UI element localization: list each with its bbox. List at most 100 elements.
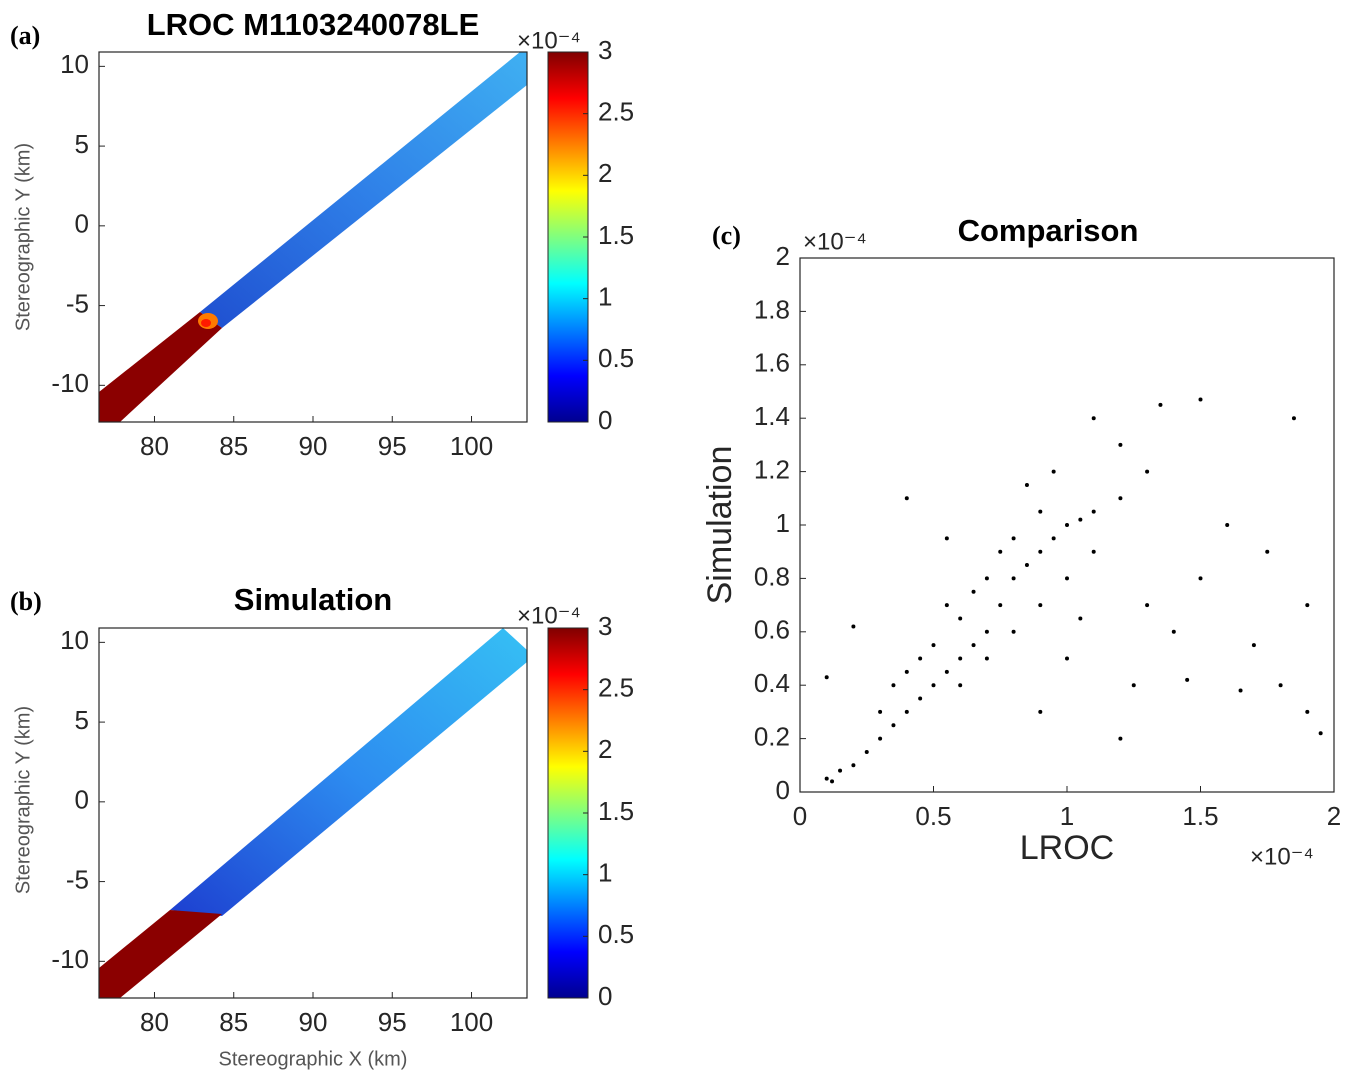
- point: [904, 669, 909, 674]
- point: [1278, 683, 1283, 688]
- colorbar-tick-label: 2: [598, 158, 612, 188]
- point: [944, 536, 949, 541]
- chart-title: LROC M1103240078LE: [147, 7, 480, 42]
- point: [1011, 629, 1016, 634]
- y-axis-label: Stereographic Y (km): [12, 143, 34, 331]
- y-tick-label: 10: [60, 625, 89, 655]
- point: [1091, 416, 1096, 421]
- y-tick-label: 0.6: [754, 615, 790, 645]
- colorbar-tick-label: 2.5: [598, 673, 634, 703]
- x-tick-label: 95: [378, 431, 407, 461]
- x-tick-label: 0: [793, 801, 807, 831]
- point: [1038, 603, 1043, 608]
- point: [1051, 536, 1056, 541]
- point: [1118, 496, 1123, 501]
- point: [904, 496, 909, 501]
- x-tick-label: 90: [299, 1007, 328, 1037]
- y-tick-label: 1.2: [754, 454, 790, 484]
- colorbar-tick-label: 3: [598, 35, 612, 65]
- x-tick-label: 80: [140, 1007, 169, 1037]
- point: [1091, 549, 1096, 554]
- point: [1305, 603, 1310, 608]
- x-tick-label: 85: [219, 431, 248, 461]
- x-tick-label: 90: [299, 431, 328, 461]
- y-tick-label: 10: [60, 49, 89, 79]
- image-strip: [99, 910, 222, 998]
- x-tick-label: 0.5: [915, 801, 951, 831]
- colorbar: [548, 628, 588, 998]
- panel-label: (c): [712, 221, 741, 250]
- y-tick-label: 5: [75, 129, 89, 159]
- colorbar-tick-label: 1: [598, 858, 612, 888]
- x-tick-label: 1.5: [1182, 801, 1218, 831]
- y-axis-label: Simulation: [701, 446, 739, 605]
- x-tick-label: 1: [1060, 801, 1074, 831]
- point: [998, 549, 1003, 554]
- colorbar-tick-label: 1.5: [598, 796, 634, 826]
- y-tick-label: 1: [776, 508, 790, 538]
- point: [824, 675, 829, 680]
- y-tick-label: 0: [776, 775, 790, 805]
- point: [891, 683, 896, 688]
- point: [1118, 736, 1123, 741]
- x-tick-label: 100: [450, 1007, 493, 1037]
- point: [878, 709, 883, 714]
- point: [864, 749, 869, 754]
- point: [1038, 509, 1043, 514]
- y-exponent: ×10⁻⁴: [803, 228, 867, 255]
- panel-label: (a): [10, 21, 40, 50]
- point: [1318, 731, 1323, 736]
- panel-a-image: [99, 52, 588, 422]
- point: [931, 643, 936, 648]
- x-axis-label: Stereographic X (km): [219, 1048, 408, 1070]
- point: [1118, 442, 1123, 447]
- point: [931, 683, 936, 688]
- point: [958, 616, 963, 621]
- point: [851, 624, 856, 629]
- colorbar-tick-label: 2.5: [598, 97, 634, 127]
- colorbar-tick-label: 1.5: [598, 220, 634, 250]
- point: [1185, 677, 1190, 682]
- point: [971, 589, 976, 594]
- y-tick-label: -5: [66, 288, 89, 318]
- image-strip: [200, 52, 527, 328]
- y-tick-label: 1.8: [754, 294, 790, 324]
- image-strip: [99, 312, 222, 422]
- point: [1038, 549, 1043, 554]
- point: [1131, 683, 1136, 688]
- point: [1065, 523, 1069, 527]
- image-feature: [201, 319, 211, 327]
- y-tick-label: -10: [51, 944, 89, 974]
- point: [1024, 563, 1029, 568]
- x-tick-label: 100: [450, 431, 493, 461]
- colorbar-exponent: ×10⁻⁴: [517, 602, 581, 629]
- colorbar-tick-label: 0.5: [598, 343, 634, 373]
- y-tick-label: -5: [66, 864, 89, 894]
- point: [904, 709, 909, 714]
- point: [1024, 482, 1029, 487]
- colorbar-tick-label: 0.5: [598, 919, 634, 949]
- point: [1011, 576, 1016, 581]
- y-tick-label: 2: [776, 241, 790, 271]
- colorbar-exponent: ×10⁻⁴: [517, 27, 581, 54]
- y-tick-label: 5: [75, 705, 89, 735]
- point: [984, 656, 989, 661]
- x-tick-label: 85: [219, 1007, 248, 1037]
- colorbar: [548, 52, 588, 422]
- y-tick-label: 0.2: [754, 721, 790, 751]
- point: [1158, 402, 1163, 407]
- x-tick-label: 80: [140, 431, 169, 461]
- point: [1198, 576, 1203, 581]
- point: [1251, 643, 1256, 648]
- y-tick-label: 0: [75, 209, 89, 239]
- colorbar-tick-label: 0: [598, 405, 612, 435]
- x-exponent: ×10⁻⁴: [1250, 843, 1314, 870]
- point: [1145, 603, 1150, 608]
- point: [838, 768, 843, 773]
- y-tick-label: 0: [75, 785, 89, 815]
- point: [1171, 629, 1176, 634]
- colorbar-tick-label: 1: [598, 282, 612, 312]
- point: [984, 629, 989, 634]
- point: [998, 603, 1003, 608]
- point: [1145, 469, 1150, 474]
